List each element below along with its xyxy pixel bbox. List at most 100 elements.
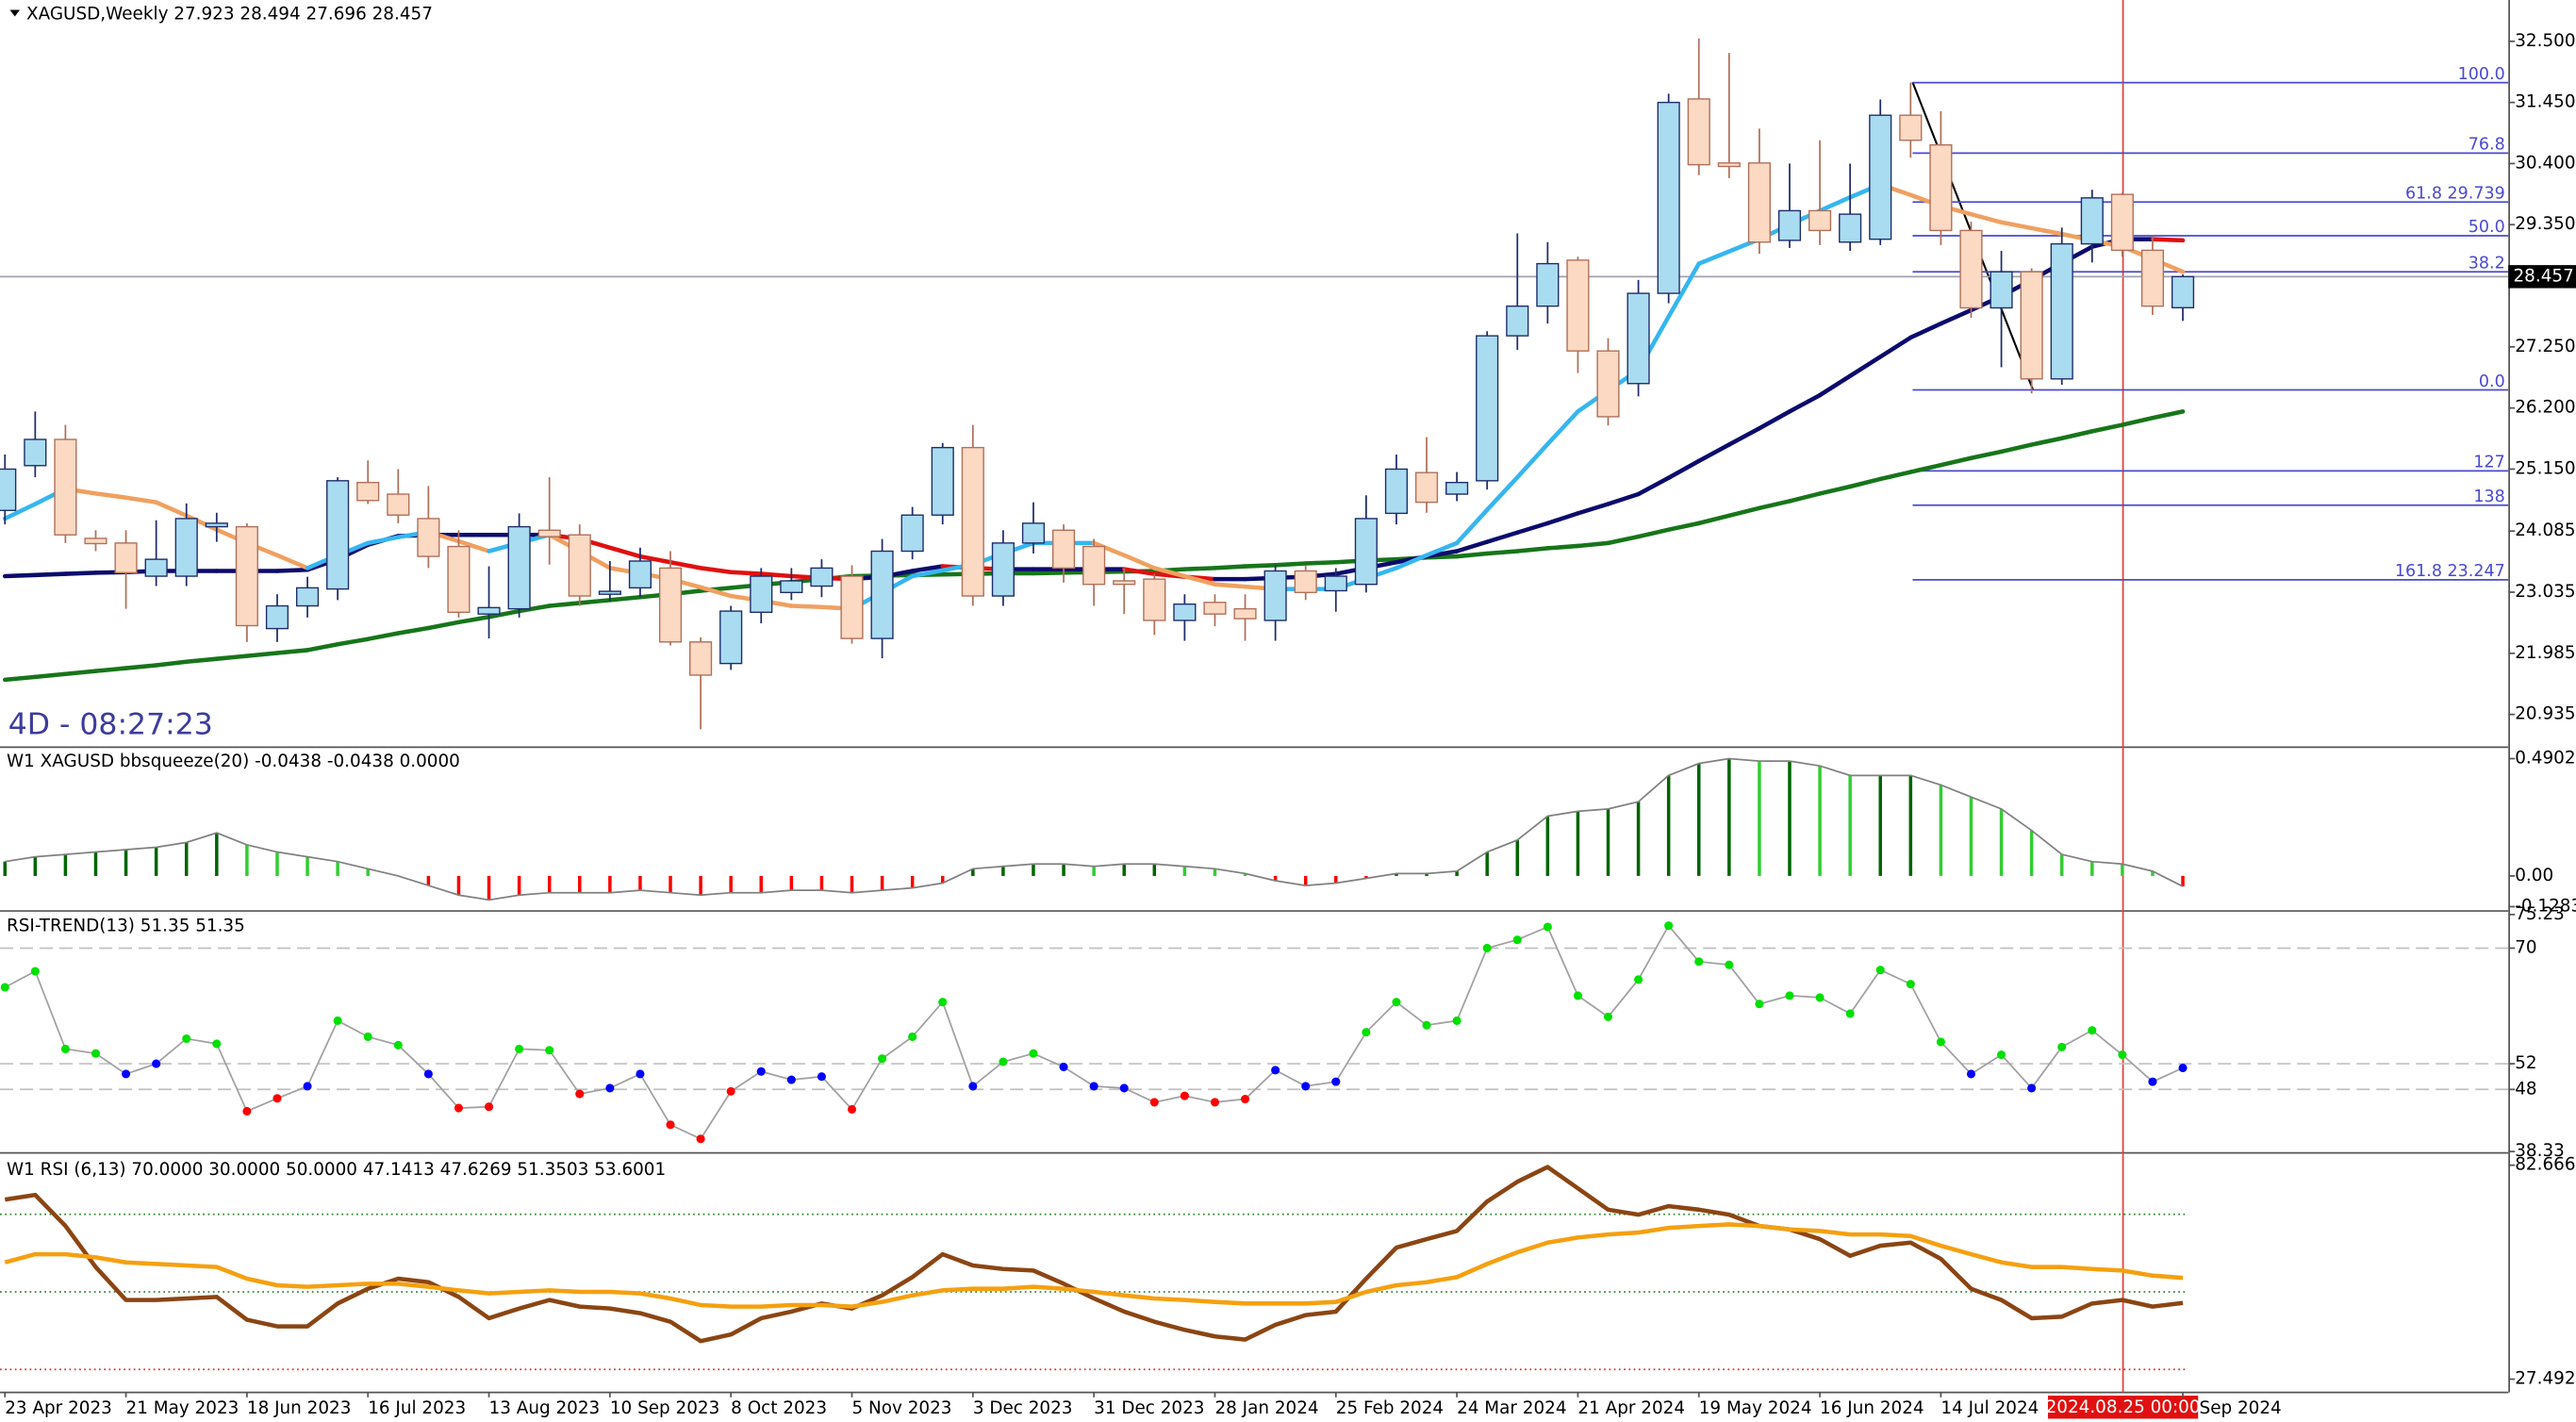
x-tick-label: 14 Jul 2024 [1940,1398,2039,1418]
moving-average [1847,355,1883,378]
rsi-trend-dot [1452,1016,1461,1025]
panel-title: RSI-TREND(13) 51.35 51.35 [7,917,245,936]
rsi-trend-dot [2178,1063,2188,1073]
moving-average [1606,491,1641,506]
x-tick-label: 19 May 2024 [1699,1398,1812,1418]
rsi-trend-dot [1362,1028,1371,1037]
rsi-trend-dot [2088,1026,2097,1035]
menu-arrow[interactable] [9,9,21,17]
candle-body [2110,193,2134,252]
moving-average [1213,564,1247,570]
moving-average [63,669,98,677]
rsi-trend-dot [1029,1049,1038,1058]
moving-average [910,564,946,573]
rsi-trend-dot [212,1039,222,1049]
rsi-trend-dot [878,1054,887,1064]
rsi-trend-dot [1815,993,1825,1002]
moving-average [93,491,128,500]
rsi-trend-dot [1785,991,1794,1000]
candle-body [1627,292,1650,385]
y-tick-label: 24.085 [2515,521,2575,540]
rsi-trend-dot [786,1075,796,1084]
candle-body [1808,209,1832,232]
last-price-label: 28.457 [2513,266,2573,286]
rsi-trend-dot [30,967,40,976]
candle-body [1566,259,1590,352]
candle-body [1324,575,1347,592]
rsi-trend-dot [484,1102,494,1112]
moving-average [2150,409,2186,421]
moving-average [698,585,734,599]
rsi-trend-dot [968,1082,978,1091]
moving-average [1787,392,1823,414]
rsi-trend-dot [1301,1082,1311,1091]
moving-average [668,559,703,570]
moving-average [2,502,38,521]
moving-average [698,566,734,574]
candle-body [568,534,591,597]
moving-average [1969,211,2004,225]
moving-average [1877,335,1913,359]
y-tick-label: -0.1283 [2515,897,2576,917]
moving-average [1636,475,1671,497]
candle-body [1747,162,1771,243]
rsi-trend-dot [303,1082,312,1091]
chart-header: XAGUSD,Weekly 27.923 28.494 27.696 28.45… [26,5,433,25]
moving-average [607,545,643,559]
rsi-trend-dot [272,1094,282,1103]
candle-body [870,550,894,639]
moving-average [1696,513,1732,526]
x-tick-label: Sep 2024 [2200,1398,2282,1418]
rsi-trend-dot [91,1049,101,1058]
moving-average [637,554,673,565]
moving-average [1817,484,1853,496]
moving-average [1514,521,1550,536]
rsi-trend-dot [1392,998,1401,1007]
rsi-trend-dot [847,1104,857,1114]
candle-body [598,590,621,595]
candle-body [0,468,17,511]
moving-average [335,637,371,647]
panel-title: W1 RSI (6,13) 70.0000 30.0000 50.0000 47… [7,1160,666,1180]
candle-body [1990,271,2013,309]
moving-average [1939,455,1973,468]
moving-average [1454,507,1490,546]
candle-body [2140,249,2165,307]
candle-body [2020,271,2043,380]
rsi-trend-dot [999,1057,1008,1066]
moving-average [1152,566,1187,579]
rsi-trend-dot [1845,1009,1855,1018]
candle-body [810,567,834,587]
moving-average [1726,426,1762,447]
moving-average [487,608,521,620]
rsi-trend-dot [0,983,9,992]
moving-average [33,671,68,680]
rsi-trend-dot [1180,1091,1189,1100]
candle-body [537,529,561,537]
candle-body [1536,262,1560,307]
x-tick-label: 16 Jun 2024 [1820,1398,1924,1418]
rsi-trend-dot [636,1069,645,1079]
moving-average [577,598,613,605]
candle-body [1203,602,1227,615]
rsi-trend-dot [1936,1037,1945,1047]
last-price-box [2508,265,2576,289]
moving-average [365,631,401,641]
moving-average [426,620,461,631]
moving-average [2059,429,2095,441]
moving-average [1484,474,1520,512]
moving-average [1817,373,1853,398]
moving-average [2,674,38,683]
moving-average [1969,449,2004,461]
rsi-trend-dot [1906,980,1915,989]
rsi-trend-dot [1271,1066,1280,1075]
moving-average [1877,470,1913,482]
moving-average [1484,530,1520,544]
moving-average [728,570,764,576]
candle-body [1143,578,1166,621]
candle-body [1263,570,1287,621]
rsi-trend-dot [454,1103,464,1113]
rsi-trend-dot [1512,935,1522,945]
rsi-trend-dot [1119,1083,1129,1093]
